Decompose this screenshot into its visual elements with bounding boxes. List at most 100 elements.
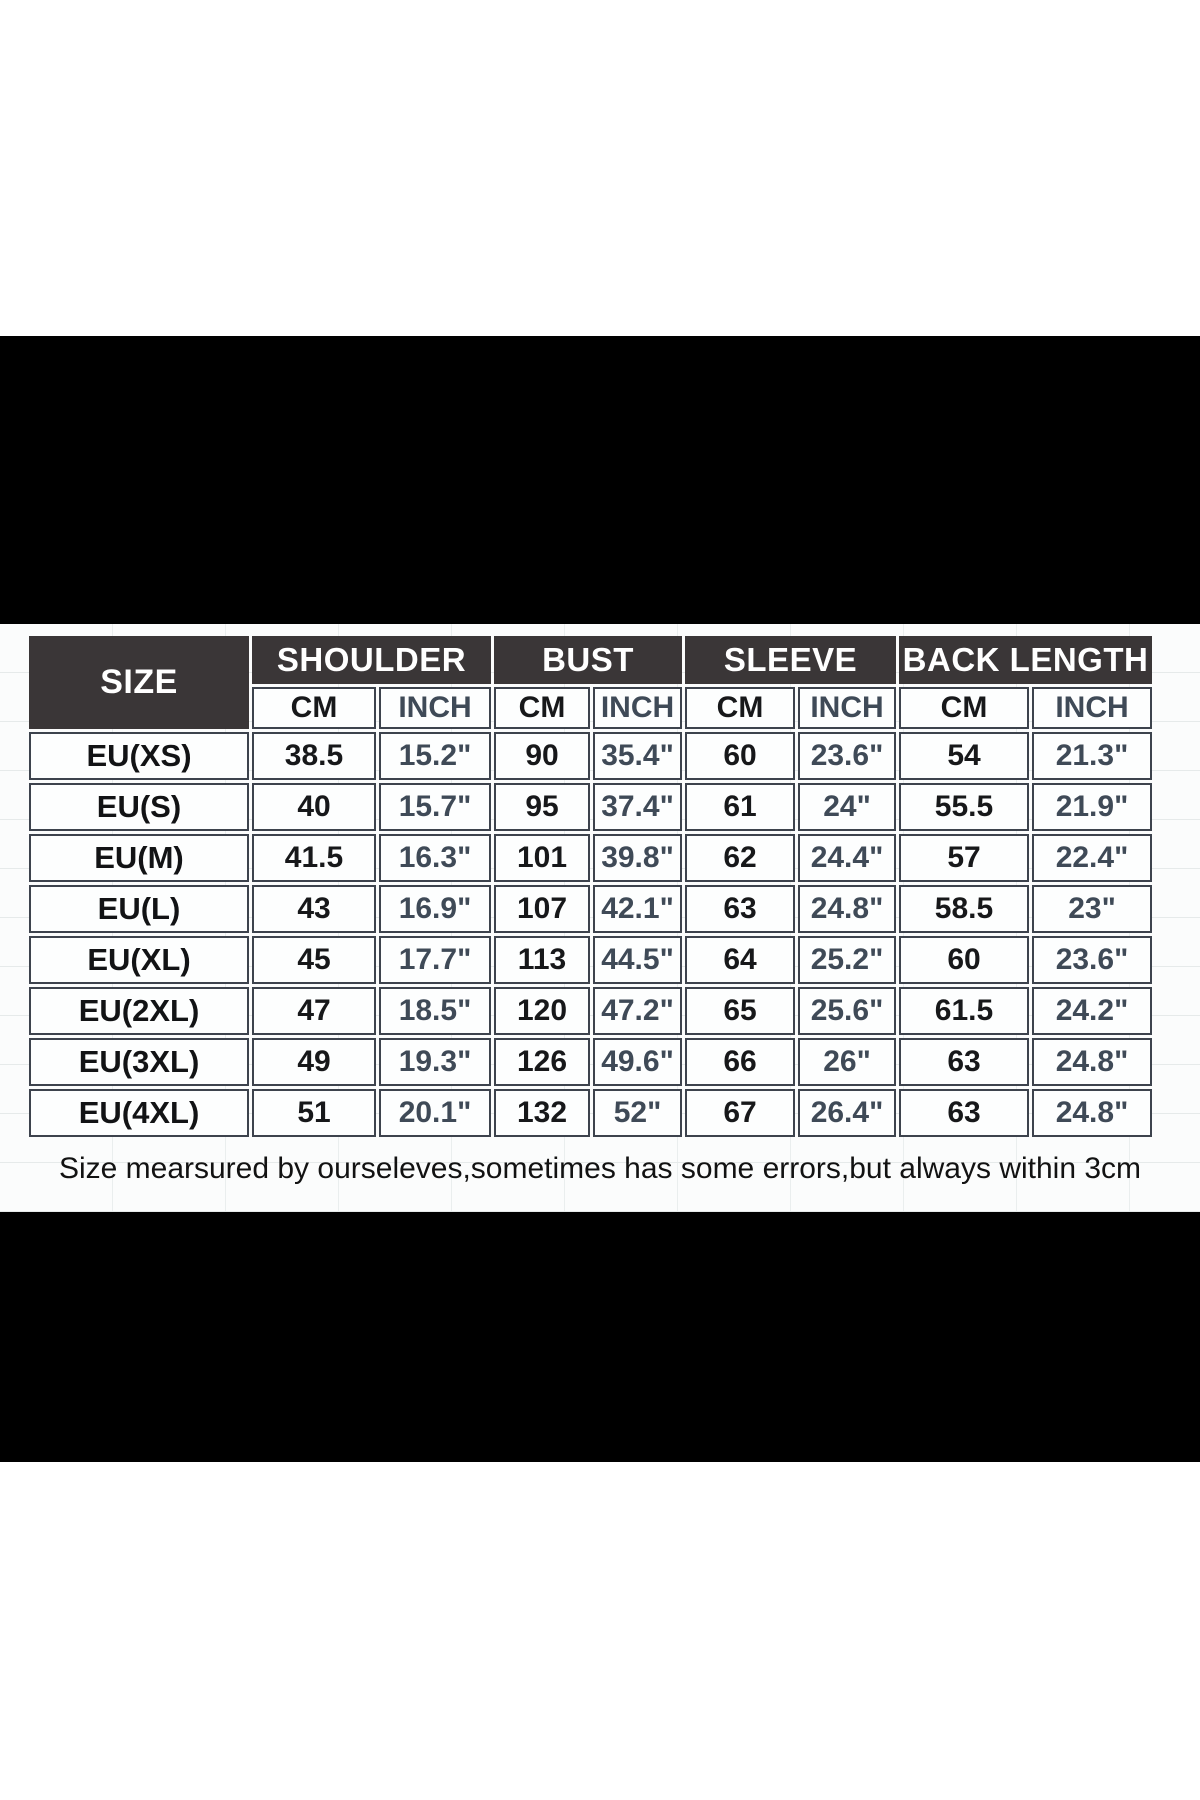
shoulder-inch-cell: 15.7"	[379, 783, 491, 831]
shoulder-cm-cell: 40	[252, 783, 376, 831]
top-black-band	[0, 336, 1200, 624]
back-inch-cell: 23.6"	[1032, 936, 1152, 984]
shoulder-cm-cell: 45	[252, 936, 376, 984]
back-inch-cell: 21.3"	[1032, 732, 1152, 780]
back-inch-cell: 24.8"	[1032, 1038, 1152, 1086]
table-row: EU(3XL) 49 19.3" 126 49.6" 66 26" 63 24.…	[29, 1038, 1152, 1086]
sleeve-inch-cell: 25.2"	[798, 936, 896, 984]
shoulder-cm-cell: 38.5	[252, 732, 376, 780]
shoulder-cm-header: CM	[252, 687, 376, 729]
bust-cm-cell: 101	[494, 834, 590, 882]
bust-cm-cell: 90	[494, 732, 590, 780]
size-chart-section: SIZE SHOULDER BUST SLEEVE BACK LENGTH CM…	[0, 624, 1200, 1212]
table-row: EU(4XL) 51 20.1" 132 52" 67 26.4" 63 24.…	[29, 1089, 1152, 1137]
bust-cm-cell: 95	[494, 783, 590, 831]
shoulder-inch-header: INCH	[379, 687, 491, 729]
sleeve-cm-cell: 66	[685, 1038, 795, 1086]
sleeve-inch-cell: 25.6"	[798, 987, 896, 1035]
bust-cm-cell: 132	[494, 1089, 590, 1137]
bust-inch-cell: 39.8"	[593, 834, 682, 882]
back-cm-header: CM	[899, 687, 1029, 729]
size-label-cell: EU(S)	[29, 783, 249, 831]
back-inch-cell: 23"	[1032, 885, 1152, 933]
sleeve-cm-cell: 64	[685, 936, 795, 984]
shoulder-cm-cell: 43	[252, 885, 376, 933]
back-cm-cell: 63	[899, 1089, 1029, 1137]
bottom-black-band	[0, 1212, 1200, 1462]
size-label-cell: EU(XS)	[29, 732, 249, 780]
shoulder-inch-cell: 17.7"	[379, 936, 491, 984]
back-cm-cell: 54	[899, 732, 1029, 780]
bust-cm-header: CM	[494, 687, 590, 729]
bust-cm-cell: 113	[494, 936, 590, 984]
bust-inch-cell: 47.2"	[593, 987, 682, 1035]
back-inch-cell: 21.9"	[1032, 783, 1152, 831]
shoulder-inch-cell: 16.9"	[379, 885, 491, 933]
bust-inch-header: INCH	[593, 687, 682, 729]
sleeve-inch-cell: 26.4"	[798, 1089, 896, 1137]
sleeve-inch-header: INCH	[798, 687, 896, 729]
size-header-cell: SIZE	[29, 636, 249, 729]
bust-inch-cell: 42.1"	[593, 885, 682, 933]
sleeve-cm-cell: 67	[685, 1089, 795, 1137]
back-length-header-cell: BACK LENGTH	[899, 636, 1152, 684]
bust-inch-cell: 44.5"	[593, 936, 682, 984]
size-label-cell: EU(4XL)	[29, 1089, 249, 1137]
shoulder-cm-cell: 41.5	[252, 834, 376, 882]
measurement-disclaimer: Size mearsured by ourseleves,sometimes h…	[58, 1152, 1142, 1185]
shoulder-cm-cell: 47	[252, 987, 376, 1035]
sleeve-cm-cell: 63	[685, 885, 795, 933]
size-label-cell: EU(3XL)	[29, 1038, 249, 1086]
back-cm-cell: 61.5	[899, 987, 1029, 1035]
bust-cm-cell: 126	[494, 1038, 590, 1086]
back-inch-cell: 24.8"	[1032, 1089, 1152, 1137]
bust-inch-cell: 52"	[593, 1089, 682, 1137]
sleeve-inch-cell: 24"	[798, 783, 896, 831]
bust-header-cell: BUST	[494, 636, 682, 684]
size-label-cell: EU(2XL)	[29, 987, 249, 1035]
shoulder-cm-cell: 49	[252, 1038, 376, 1086]
back-cm-cell: 60	[899, 936, 1029, 984]
shoulder-header-cell: SHOULDER	[252, 636, 491, 684]
table-row: EU(XL) 45 17.7" 113 44.5" 64 25.2" 60 23…	[29, 936, 1152, 984]
sleeve-inch-cell: 24.4"	[798, 834, 896, 882]
shoulder-cm-cell: 51	[252, 1089, 376, 1137]
bust-inch-cell: 35.4"	[593, 732, 682, 780]
bust-inch-cell: 37.4"	[593, 783, 682, 831]
sleeve-inch-cell: 26"	[798, 1038, 896, 1086]
shoulder-inch-cell: 16.3"	[379, 834, 491, 882]
sleeve-inch-cell: 24.8"	[798, 885, 896, 933]
size-label-cell: EU(XL)	[29, 936, 249, 984]
shoulder-inch-cell: 15.2"	[379, 732, 491, 780]
sleeve-cm-cell: 65	[685, 987, 795, 1035]
back-inch-cell: 24.2"	[1032, 987, 1152, 1035]
sleeve-cm-cell: 61	[685, 783, 795, 831]
table-row: EU(S) 40 15.7" 95 37.4" 61 24" 55.5 21.9…	[29, 783, 1152, 831]
table-row: EU(L) 43 16.9" 107 42.1" 63 24.8" 58.5 2…	[29, 885, 1152, 933]
back-cm-cell: 63	[899, 1038, 1029, 1086]
header-group-row: SIZE SHOULDER BUST SLEEVE BACK LENGTH	[29, 636, 1152, 729]
size-label-cell: EU(L)	[29, 885, 249, 933]
back-cm-cell: 55.5	[899, 783, 1029, 831]
sleeve-cm-header: CM	[685, 687, 795, 729]
size-label-cell: EU(M)	[29, 834, 249, 882]
shoulder-inch-cell: 18.5"	[379, 987, 491, 1035]
bust-cm-cell: 107	[494, 885, 590, 933]
shoulder-inch-cell: 20.1"	[379, 1089, 491, 1137]
size-table: SIZE SHOULDER BUST SLEEVE BACK LENGTH CM…	[26, 633, 1155, 1140]
sleeve-cm-cell: 60	[685, 732, 795, 780]
back-cm-cell: 57	[899, 834, 1029, 882]
back-inch-cell: 22.4"	[1032, 834, 1152, 882]
sleeve-header-cell: SLEEVE	[685, 636, 896, 684]
shoulder-inch-cell: 19.3"	[379, 1038, 491, 1086]
bust-cm-cell: 120	[494, 987, 590, 1035]
table-row: EU(2XL) 47 18.5" 120 47.2" 65 25.6" 61.5…	[29, 987, 1152, 1035]
table-row: EU(M) 41.5 16.3" 101 39.8" 62 24.4" 57 2…	[29, 834, 1152, 882]
back-inch-header: INCH	[1032, 687, 1152, 729]
sleeve-cm-cell: 62	[685, 834, 795, 882]
back-cm-cell: 58.5	[899, 885, 1029, 933]
table-row: EU(XS) 38.5 15.2" 90 35.4" 60 23.6" 54 2…	[29, 732, 1152, 780]
bust-inch-cell: 49.6"	[593, 1038, 682, 1086]
sleeve-inch-cell: 23.6"	[798, 732, 896, 780]
